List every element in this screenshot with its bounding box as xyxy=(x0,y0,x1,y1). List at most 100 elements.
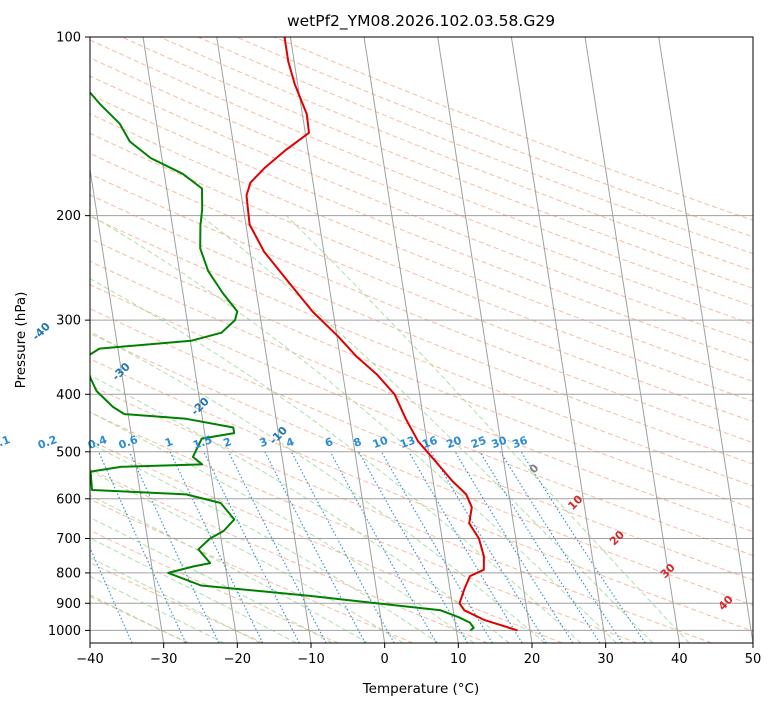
mixing-ratio-line xyxy=(90,546,133,643)
dry-adiabat xyxy=(90,75,753,344)
y-tick-label: 600 xyxy=(56,492,81,507)
moist-adiabat xyxy=(90,411,475,643)
isotherm-gridline xyxy=(216,37,312,643)
x-tick-label: 40 xyxy=(671,652,688,667)
dry-adiabat xyxy=(90,358,753,632)
mixing-ratio-line xyxy=(264,451,366,643)
moist-adiabat xyxy=(90,494,368,643)
x-tick-label: −10 xyxy=(297,652,324,667)
mixing-ratio-label: 10 xyxy=(371,434,390,452)
mixing-ratio-label: 0.1 xyxy=(0,433,12,452)
dry-adiabat xyxy=(121,37,753,289)
mixing-ratio-line xyxy=(454,451,574,643)
isotherm-label: -40 xyxy=(30,320,53,343)
x-tick-label: 20 xyxy=(524,652,541,667)
mixing-ratio-label: 6 xyxy=(323,435,335,450)
y-tick-label: 900 xyxy=(56,597,81,612)
dry-adiabat xyxy=(90,238,753,510)
y-tick-label: 100 xyxy=(56,31,81,46)
moist-adiabat xyxy=(200,215,654,643)
mixing-ratio-line xyxy=(98,451,187,643)
mixing-ratio-line xyxy=(381,451,493,643)
mixing-ratio-label: 0.4 xyxy=(86,433,109,452)
dry-adiabat xyxy=(90,215,753,487)
mixing-ratio-label: 0.2 xyxy=(36,433,59,452)
dry-adiabat xyxy=(90,411,638,643)
x-tick-label: 50 xyxy=(745,652,762,667)
isotherm-gridline xyxy=(437,37,533,643)
isotherm-gridline xyxy=(289,37,386,643)
y-axis-label: Pressure (hPa) xyxy=(13,292,29,389)
mixing-ratio-line xyxy=(128,451,220,643)
axes: −40 −30 −20 −10 0 10 20 30 40 5010020030040050060… xyxy=(48,31,761,668)
isotherm-gridline xyxy=(510,37,607,643)
mixing-ratio-line xyxy=(2,452,82,643)
y-tick-label: 500 xyxy=(56,445,81,460)
moist-adiabat xyxy=(90,330,546,643)
moist-adiabat xyxy=(90,575,225,643)
dry-adiabat xyxy=(90,529,339,643)
mixing-ratio-label: 13 xyxy=(398,434,417,451)
isotherm-gridline xyxy=(658,37,753,643)
mixing-ratio-label: 1 xyxy=(163,435,175,450)
mixing-ratio-line xyxy=(499,451,623,643)
mixing-ratio-label: 1.5 xyxy=(191,433,214,452)
chart-title: wetPf2_YM08.2026.102.03.58.G29 xyxy=(287,12,555,31)
mixing-ratio-label: 16 xyxy=(420,434,439,452)
mixing-ratio-label: 4 xyxy=(284,435,296,450)
isotherm-gridline xyxy=(90,166,165,643)
mixing-ratio-label: 20 xyxy=(445,434,464,452)
dry-adiabat xyxy=(90,308,753,581)
y-tick-label: 1000 xyxy=(48,624,81,639)
mixing-ratio-label: 8 xyxy=(352,435,364,450)
mixing-ratio-label: 25 xyxy=(469,434,488,451)
plot-background xyxy=(90,37,753,643)
mixing-ratio-line xyxy=(358,451,468,643)
isotherm-gridline xyxy=(363,37,459,643)
mixing-ratio-line xyxy=(479,451,601,643)
plot-frame xyxy=(89,36,754,644)
mixing-ratio-line xyxy=(169,451,264,643)
x-tick-label: 0 xyxy=(381,652,389,667)
x-tick-label: 30 xyxy=(597,652,614,667)
dewpoint-profile xyxy=(90,90,475,632)
dry-adiabat xyxy=(90,595,190,643)
y-tick-label: 400 xyxy=(56,388,81,403)
mixing-ratio-label: 0.6 xyxy=(117,433,140,452)
dry-adiabat xyxy=(90,39,753,307)
temperature-profile xyxy=(245,37,518,632)
y-tick-label: 300 xyxy=(56,314,81,329)
dry-adiabat xyxy=(90,260,753,533)
moist-adiabat xyxy=(90,557,261,643)
moist-adiabat xyxy=(90,215,618,643)
mixing-ratio-label: 2 xyxy=(222,435,234,450)
profile-lines xyxy=(90,37,518,632)
dry-adiabat xyxy=(90,194,753,465)
dry-adiabat xyxy=(90,284,753,557)
x-tick-label: −30 xyxy=(150,652,177,667)
mixing-ratio-label: 36 xyxy=(511,434,530,452)
background-lines xyxy=(2,37,753,643)
dry-adiabat xyxy=(90,384,712,643)
dry-adiabat xyxy=(90,498,414,643)
x-tick-label: 10 xyxy=(450,652,467,667)
mixing-ratio-line xyxy=(228,451,327,643)
y-tick-label: 800 xyxy=(56,566,81,581)
mixing-ratio-label: 30 xyxy=(490,434,509,452)
mixing-ratio-line xyxy=(329,451,437,643)
moist-adiabat xyxy=(90,278,582,643)
y-tick-label: 200 xyxy=(56,209,81,224)
mixing-ratio-label: 3 xyxy=(258,435,270,450)
dry-adiabat xyxy=(90,57,753,325)
x-tick-label: −40 xyxy=(76,652,103,667)
x-axis-label: Temperature (°C) xyxy=(362,681,480,697)
moist-adiabat xyxy=(285,215,690,643)
y-tick-label: 700 xyxy=(56,532,81,547)
moist-adiabat xyxy=(90,537,297,643)
isotherm-gridline xyxy=(584,37,680,643)
x-tick-label: −20 xyxy=(224,652,251,667)
dry-adiabat xyxy=(90,439,563,643)
mixing-ratio-line xyxy=(203,451,300,643)
moist-adiabat xyxy=(90,442,439,643)
